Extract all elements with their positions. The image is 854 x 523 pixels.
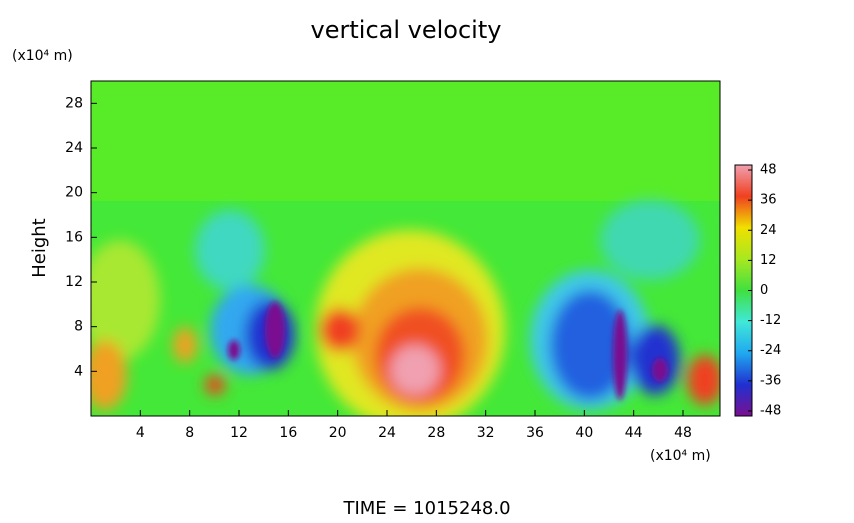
colorbar-tick-label: -24 xyxy=(760,343,781,358)
x-tick-label: 48 xyxy=(674,425,692,441)
y-tick-label: 20 xyxy=(65,185,83,201)
colorbar-tick-label: -48 xyxy=(760,403,781,418)
colorbar-tick-label: 0 xyxy=(760,283,768,298)
y-tick-label: 16 xyxy=(65,229,83,245)
x-unit: (x10⁴ m) xyxy=(650,448,711,464)
x-tick-label: 28 xyxy=(427,425,445,441)
x-tick-label: 36 xyxy=(526,425,544,441)
plot-frame xyxy=(90,80,721,417)
x-tick-label: 40 xyxy=(575,425,593,441)
x-tick-label: 20 xyxy=(329,425,347,441)
x-tick-label: 32 xyxy=(477,425,495,441)
colorbar-tick-label: -12 xyxy=(760,313,781,328)
colorbar-tick-label: -36 xyxy=(760,373,781,388)
x-tick-label: 16 xyxy=(279,425,297,441)
chart-title: vertical velocity xyxy=(311,16,502,44)
x-tick-label: 4 xyxy=(136,425,145,441)
y-tick-label: 4 xyxy=(74,363,83,379)
colorbar-tick-label: 24 xyxy=(760,223,777,238)
footer: TIME = 1015248.0 xyxy=(342,498,510,519)
y-label: Height xyxy=(29,218,50,278)
y-tick-label: 24 xyxy=(65,140,83,156)
y-tick-label: 28 xyxy=(65,95,83,111)
colorbar-tick-label: 12 xyxy=(760,253,777,268)
x-tick-label: 24 xyxy=(378,425,396,441)
y-unit: (x10⁴ m) xyxy=(12,48,73,64)
colorbar-tick-label: 48 xyxy=(760,163,777,178)
x-tick-label: 44 xyxy=(625,425,643,441)
field xyxy=(91,81,720,416)
x-tick-label: 12 xyxy=(230,425,248,441)
y-tick-label: 8 xyxy=(74,319,83,335)
colorbar-tick-label: 36 xyxy=(760,193,777,208)
y-tick-label: 12 xyxy=(65,274,83,290)
x-tick-label: 8 xyxy=(185,425,194,441)
